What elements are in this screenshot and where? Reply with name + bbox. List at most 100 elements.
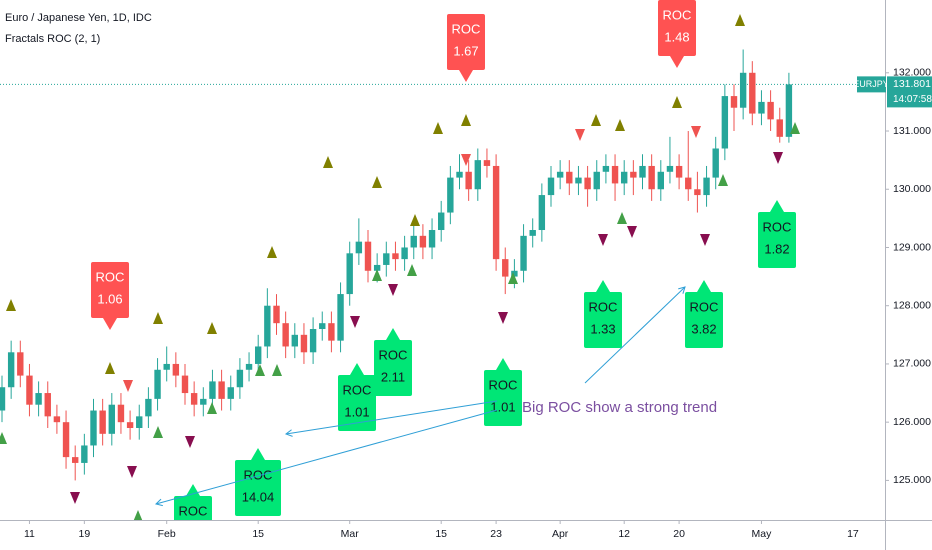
- fractal-marker: [591, 114, 601, 126]
- roc-box: [374, 340, 412, 396]
- candle-body: [227, 387, 234, 399]
- candle-body: [209, 381, 216, 399]
- fractal-marker: [627, 226, 637, 238]
- candle-body: [172, 363, 180, 376]
- fractal-marker: [718, 174, 728, 186]
- y-tick-label: 127.000: [893, 358, 931, 370]
- roc-pointer: [251, 448, 265, 460]
- candle-body: [355, 241, 363, 254]
- fractal-marker: [691, 126, 701, 138]
- roc-label: ROC 1.82: [758, 200, 796, 268]
- roc-title: ROC: [343, 382, 372, 397]
- x-tick-label: 20: [673, 528, 685, 540]
- fractal-marker: [372, 269, 382, 281]
- axes: 125.000 126.000 127.000 128.000 129.000 130.0…: [24, 67, 932, 540]
- y-tick-label: 131.000: [893, 125, 931, 137]
- roc-pointer: [596, 280, 610, 292]
- candle-body: [483, 160, 491, 166]
- fractal-marker: [105, 362, 115, 374]
- fractal-marker: [127, 466, 137, 478]
- x-tick-label: Apr: [552, 528, 569, 540]
- roc-title: ROC: [379, 347, 408, 362]
- fractal-marker: [410, 214, 420, 226]
- roc-box: [758, 212, 796, 268]
- candle-body: [53, 416, 61, 423]
- candle-body: [419, 235, 427, 248]
- x-tick-label: 15: [435, 528, 447, 540]
- fractal-marker: [598, 234, 608, 246]
- roc-label: ROC 3.82: [685, 280, 723, 348]
- roc-value: 1.01: [344, 404, 369, 419]
- candle-body: [99, 410, 106, 434]
- candle-body: [117, 404, 125, 423]
- fractal-marker: [407, 264, 417, 276]
- roc-label: ROC 1.48: [658, 0, 696, 68]
- roc-title: ROC: [244, 467, 273, 482]
- x-tick-label: Feb: [158, 528, 176, 540]
- fractal-marker: [433, 122, 443, 134]
- candle-body: [785, 84, 793, 137]
- roc-pointer: [670, 56, 684, 68]
- candle-body: [593, 171, 600, 190]
- fractal-marker: [255, 364, 265, 376]
- fractal-marker: [123, 380, 133, 392]
- candle-body: [721, 96, 729, 149]
- roc-title: ROC: [589, 299, 618, 314]
- fractal-marker: [575, 129, 585, 141]
- roc-box: [584, 292, 622, 348]
- candle-body: [410, 235, 417, 248]
- candle-body: [438, 212, 445, 231]
- roc-box: [658, 0, 696, 56]
- note-arrowhead: [154, 498, 163, 507]
- candle-body: [621, 171, 628, 184]
- fractal-marker: [790, 122, 800, 134]
- candle-body: [767, 101, 774, 120]
- candle-body: [666, 165, 674, 172]
- candle-body: [630, 171, 637, 178]
- roc-label: ROC 2.11: [374, 328, 412, 396]
- roc-pointer: [697, 280, 711, 292]
- roc-box: [235, 460, 281, 516]
- roc-label: ROC 1.06: [91, 262, 129, 330]
- fractal-marker: [133, 510, 143, 520]
- candle-body: [758, 101, 765, 114]
- candle-body: [81, 445, 88, 463]
- candle-body: [328, 323, 335, 341]
- fractal-marker: [272, 364, 282, 376]
- roc-title: ROC: [179, 503, 208, 518]
- candle-body: [730, 96, 738, 108]
- candle-body: [611, 165, 619, 184]
- roc-pointer: [770, 200, 784, 212]
- roc-title: ROC: [663, 7, 692, 22]
- candle-body: [163, 363, 170, 370]
- fractal-marker: [700, 234, 710, 246]
- candle-body: [648, 165, 655, 190]
- candle-body: [35, 393, 42, 405]
- x-tick-label: May: [752, 528, 773, 540]
- candle-body: [346, 253, 353, 295]
- candle-body: [0, 387, 6, 411]
- candle-body: [685, 177, 692, 190]
- fractal-marker: [388, 284, 398, 296]
- candle-body: [474, 160, 481, 190]
- roc-label: ROC 1.67: [447, 14, 485, 82]
- candle-body: [657, 171, 664, 190]
- candle-body: [776, 119, 783, 137]
- candle-body: [401, 247, 408, 260]
- indicator-name: Fractals ROC (2, 1): [5, 33, 100, 45]
- candle-body: [556, 171, 564, 178]
- roc-box: [685, 292, 723, 348]
- x-tick-label: 17: [847, 528, 859, 540]
- candle-body: [17, 352, 24, 376]
- candle-body: [282, 323, 289, 347]
- note-arrow: [155, 409, 498, 505]
- candle-body: [566, 171, 573, 184]
- candle-body: [703, 177, 710, 196]
- fractal-marker: [773, 152, 783, 164]
- roc-label: ROC 14.04: [235, 448, 281, 516]
- fractal-marker: [461, 154, 471, 166]
- candle-body: [190, 393, 198, 405]
- fractal-marker: [350, 316, 360, 328]
- price-box: [887, 76, 932, 108]
